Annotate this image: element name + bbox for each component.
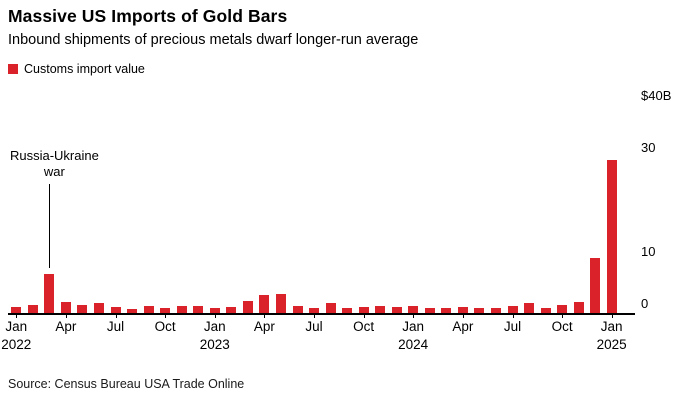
bar-oct-2022	[160, 307, 171, 313]
x-tick-label: Jan	[5, 319, 28, 334]
x-tick-mark	[363, 314, 365, 318]
x-tick-mark	[462, 314, 464, 318]
bar-jul-2024	[507, 305, 518, 313]
bar-mar-2024	[441, 308, 452, 313]
x-tick-label: Jan	[600, 319, 623, 334]
x-tick-label: Jul	[305, 319, 323, 334]
x-tick-mark	[611, 314, 613, 318]
x-tick-mark	[165, 314, 167, 318]
y-tick-label-30: 30	[641, 140, 656, 155]
bar-feb-2024	[424, 307, 435, 313]
legend-swatch-icon	[8, 64, 18, 74]
bar-mar-2023	[242, 301, 253, 313]
bar-apr-2023	[259, 294, 270, 313]
x-year-label: 2022	[1, 337, 32, 352]
bar-oct-2024	[557, 304, 568, 313]
x-year-label: 2024	[398, 337, 429, 352]
x-tick-mark	[512, 314, 514, 318]
x-tick-mark	[16, 314, 18, 318]
x-tick-label: Oct	[353, 319, 375, 334]
bar-feb-2022	[27, 305, 38, 313]
x-tick-label: Jul	[106, 319, 125, 334]
bar-feb-2023	[226, 306, 237, 313]
x-tick-mark	[413, 314, 415, 318]
x-tick-label: Apr	[55, 319, 77, 334]
bar-apr-2022	[60, 301, 71, 313]
x-year-label: 2023	[199, 337, 230, 352]
bar-aug-2022	[127, 308, 138, 313]
x-tick-mark	[65, 314, 67, 318]
annotation-line2: war	[43, 164, 65, 179]
x-tick-label: Jan	[402, 319, 425, 334]
bar-jan-2025	[606, 159, 617, 313]
bar-aug-2023	[325, 303, 336, 313]
x-tick-label: Jul	[503, 319, 522, 334]
bar-dec-2022	[193, 305, 204, 313]
bar-may-2022	[77, 305, 88, 313]
bar-aug-2024	[524, 302, 534, 313]
x-tick-label: Oct	[154, 319, 176, 334]
x-tick-mark	[562, 314, 564, 318]
bar-mar-2022	[44, 274, 55, 313]
bar-nov-2023	[375, 305, 386, 313]
annotation-line1: Russia-Ukraine	[9, 148, 99, 163]
legend: Customs import value	[8, 62, 145, 76]
y-tick-label-40: $40B	[641, 88, 672, 103]
x-tick-mark	[264, 314, 266, 318]
bar-jun-2024	[490, 308, 501, 313]
bar-apr-2024	[457, 307, 468, 313]
bar-dec-2024	[590, 258, 601, 313]
y-tick-label-0: 0	[641, 296, 649, 311]
bar-nov-2022	[176, 306, 187, 313]
bar-nov-2024	[573, 301, 584, 313]
bar-oct-2023	[358, 306, 369, 313]
x-tick-mark	[314, 314, 315, 318]
bar-jan-2023	[209, 308, 220, 313]
legend-label: Customs import value	[24, 62, 145, 76]
annotation-text: Russia-Ukraine war	[0, 148, 119, 180]
chart-title: Massive US Imports of Gold Bars	[8, 6, 288, 26]
bar-jan-2022	[11, 306, 22, 313]
bar-sep-2023	[342, 307, 353, 313]
bar-jul-2023	[309, 307, 319, 313]
bar-may-2023	[275, 294, 286, 313]
x-tick-mark	[214, 314, 216, 318]
bar-sep-2024	[540, 307, 551, 313]
x-tick-label: Jan	[203, 319, 226, 334]
x-year-label: 2025	[596, 337, 627, 352]
x-tick-label: Apr	[452, 319, 474, 334]
x-tick-label: Oct	[551, 319, 573, 334]
x-tick-mark	[115, 314, 117, 318]
bar-jun-2022	[94, 302, 104, 313]
bar-may-2024	[474, 308, 485, 313]
bar-jun-2023	[292, 305, 303, 313]
bar-jul-2022	[110, 306, 121, 313]
y-tick-label-10: 10	[641, 244, 656, 259]
x-axis-line	[8, 313, 635, 315]
source-note: Source: Census Bureau USA Trade Online	[8, 377, 245, 391]
x-tick-label: Apr	[253, 319, 275, 334]
bar-dec-2023	[391, 306, 402, 313]
chart-subtitle: Inbound shipments of precious metals dwa…	[8, 32, 419, 48]
annotation-callout-line	[49, 184, 51, 268]
bar-jan-2024	[408, 305, 419, 313]
bar-sep-2022	[143, 306, 154, 313]
